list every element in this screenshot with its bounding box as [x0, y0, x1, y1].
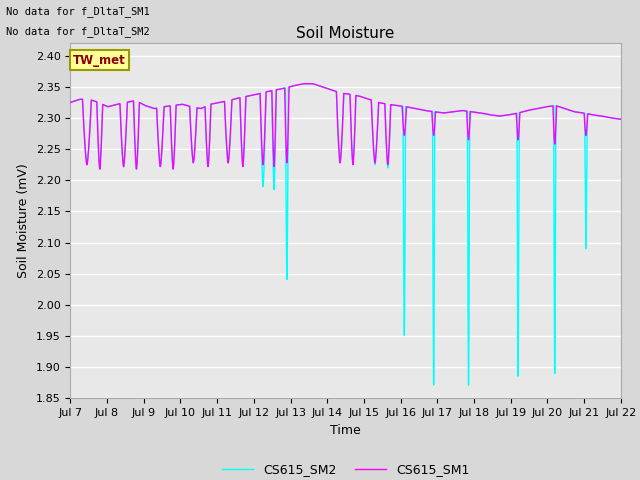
CS615_SM2 [67, 99, 74, 105]
Legend: CS615_SM2, CS615_SM1: CS615_SM2, CS615_SM1 [216, 458, 475, 480]
CS615_SM1 [300, 81, 307, 86]
Text: No data for f_DltaT_SM2: No data for f_DltaT_SM2 [6, 25, 150, 36]
CS615_SM2 [587, 112, 595, 118]
CS615_SM1 [587, 112, 595, 118]
CS615_SM2 [253, 91, 261, 97]
CS615_SM2 [594, 113, 602, 119]
CS615_SM1 [617, 116, 625, 122]
CS615_SM1 [469, 109, 477, 115]
CS615_SM1 [327, 87, 335, 93]
X-axis label: Time: Time [330, 424, 361, 437]
CS615_SM1 [484, 112, 492, 118]
CS615_SM1 [253, 91, 261, 97]
CS615_SM1 [594, 113, 602, 119]
Title: Soil Moisture: Soil Moisture [296, 25, 395, 41]
CS615_SM1 [67, 99, 74, 105]
Line: CS615_SM1: CS615_SM1 [70, 84, 621, 169]
Text: TW_met: TW_met [73, 54, 126, 67]
Text: No data for f_DltaT_SM1: No data for f_DltaT_SM1 [6, 6, 150, 17]
CS615_SM2 [484, 112, 492, 118]
CS615_SM2 [300, 81, 307, 86]
CS615_SM2 [469, 109, 477, 115]
CS615_SM2 [617, 116, 625, 122]
Y-axis label: Soil Moisture (mV): Soil Moisture (mV) [17, 163, 30, 278]
CS615_SM1 [96, 166, 104, 172]
CS615_SM2 [327, 87, 335, 93]
Line: CS615_SM2: CS615_SM2 [70, 84, 621, 385]
CS615_SM2 [465, 383, 472, 388]
